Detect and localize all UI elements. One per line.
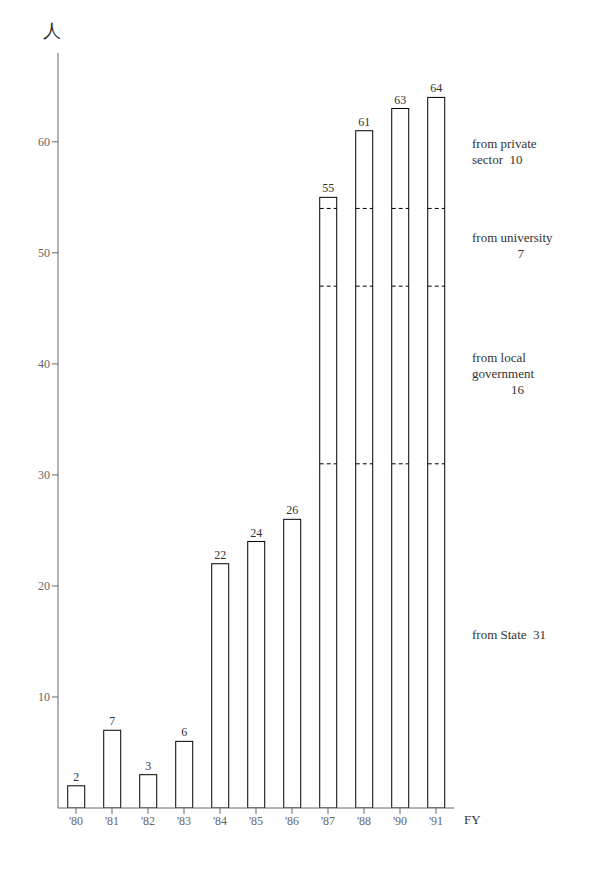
svg-text:60: 60	[38, 135, 50, 149]
svg-text:64: 64	[430, 81, 442, 95]
svg-text:26: 26	[286, 503, 298, 517]
svg-text:'91: '91	[429, 814, 443, 828]
svg-text:10: 10	[38, 690, 50, 704]
svg-text:'83: '83	[177, 814, 191, 828]
svg-text:FY: FY	[464, 812, 481, 827]
svg-text:人: 人	[43, 20, 61, 41]
svg-text:'84: '84	[213, 814, 227, 828]
svg-text:50: 50	[38, 246, 50, 260]
svg-text:7: 7	[109, 714, 115, 728]
svg-text:61: 61	[358, 115, 370, 129]
svg-text:from localgovernment: from localgovernment 16	[472, 350, 534, 397]
svg-text:63: 63	[394, 93, 406, 107]
svg-text:24: 24	[250, 526, 262, 540]
svg-text:40: 40	[38, 357, 50, 371]
svg-text:'86: '86	[285, 814, 299, 828]
svg-text:20: 20	[38, 579, 50, 593]
svg-text:6: 6	[181, 725, 187, 739]
svg-text:'81: '81	[105, 814, 119, 828]
svg-text:30: 30	[38, 468, 50, 482]
svg-text:'87: '87	[321, 814, 335, 828]
svg-text:'90: '90	[393, 814, 407, 828]
svg-text:'80: '80	[69, 814, 83, 828]
svg-text:'82: '82	[141, 814, 155, 828]
svg-text:from privatesector 10: from privatesector 10	[472, 136, 537, 167]
svg-text:3: 3	[145, 759, 151, 773]
svg-text:22: 22	[214, 548, 226, 562]
svg-text:'88: '88	[357, 814, 371, 828]
svg-text:'85: '85	[249, 814, 263, 828]
svg-text:2: 2	[73, 770, 79, 784]
svg-text:from university 7: from university 7	[472, 230, 553, 261]
svg-text:55: 55	[322, 181, 334, 195]
svg-text:from State 31: from State 31	[472, 627, 546, 642]
